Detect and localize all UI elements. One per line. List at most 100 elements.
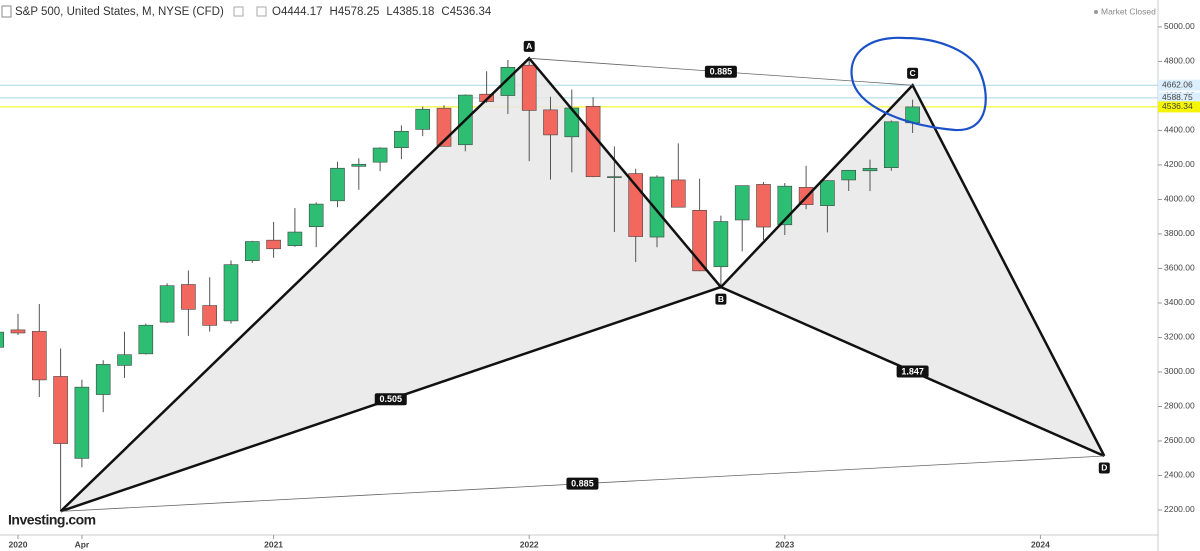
point-label-box xyxy=(715,293,727,305)
hand-drawn-circle xyxy=(850,36,987,132)
point-label: A xyxy=(526,41,532,51)
candle-body xyxy=(330,167,345,202)
candle-body xyxy=(95,364,111,395)
point-label-box xyxy=(523,40,535,52)
candle-body xyxy=(521,64,537,111)
candle-body xyxy=(308,203,324,227)
y-tick-label: 5000.00 xyxy=(1164,21,1195,31)
ohlc-value: 4385.18 xyxy=(393,6,435,18)
status-dot xyxy=(1094,10,1098,14)
candle-body xyxy=(883,121,899,168)
candle-body xyxy=(862,168,878,172)
y-tick-label: 3400.00 xyxy=(1164,297,1195,307)
candle-body xyxy=(266,239,281,250)
y-tick-label: 4200.00 xyxy=(1164,159,1195,169)
candle-body xyxy=(415,108,431,130)
ratio-label: 1.847 xyxy=(901,366,924,376)
candle-body xyxy=(181,284,196,310)
x-tick-label: 2022 xyxy=(520,539,539,549)
y-tick-label: 2800.00 xyxy=(1164,401,1195,411)
candle-body xyxy=(159,285,175,323)
ratio-label: 0.505 xyxy=(379,394,402,404)
x-tick-label: 2023 xyxy=(775,539,794,549)
y-tick-label: 2200.00 xyxy=(1164,504,1195,514)
ratio-box xyxy=(566,477,599,490)
ohlc-letter: C xyxy=(441,6,449,18)
candle-body xyxy=(628,173,644,237)
y-tick-label: 3200.00 xyxy=(1164,332,1195,342)
market-status: Market Closed xyxy=(1101,6,1156,16)
candle-body xyxy=(649,176,665,238)
last-price-tag xyxy=(1158,101,1200,113)
ohlc-value: 4578.25 xyxy=(338,6,380,18)
candle-body xyxy=(607,176,622,178)
point-label-box xyxy=(1098,462,1110,474)
candle-body xyxy=(543,109,558,136)
x-tick-label: 2024 xyxy=(1031,539,1050,549)
y-tick-label: 2600.00 xyxy=(1164,435,1195,445)
candle-body xyxy=(245,241,260,261)
candle-body xyxy=(351,163,367,167)
y-tick-label: 4000.00 xyxy=(1164,194,1195,204)
ratio-box xyxy=(704,65,737,78)
ratio-label: 0.885 xyxy=(571,479,594,489)
candle-body xyxy=(117,354,132,366)
ratio-box xyxy=(896,365,929,378)
ohlc-value: 4444.17 xyxy=(281,6,323,18)
point-label: D xyxy=(1101,463,1107,473)
candle-body xyxy=(734,185,750,221)
icon xyxy=(233,6,244,17)
y-tick-label: 3800.00 xyxy=(1164,228,1195,238)
candle-body xyxy=(820,180,835,206)
icon xyxy=(256,6,267,17)
plot-area: 0.885 0.505 1.847 0.885 A B C D xyxy=(0,40,1158,513)
point-label: B xyxy=(718,294,724,304)
point-label: C xyxy=(910,68,916,78)
candle-body xyxy=(670,179,686,208)
point-label-box xyxy=(907,67,919,79)
x-tick-label: 2020 xyxy=(9,539,28,549)
price-tag xyxy=(1158,79,1200,91)
price-tag-label: 4662.06 xyxy=(1162,79,1193,89)
price-tag xyxy=(1158,92,1200,104)
candle-body xyxy=(74,386,90,459)
candle-body xyxy=(10,329,26,334)
y-tick-label: 3600.00 xyxy=(1164,263,1195,273)
candle-body xyxy=(202,305,217,326)
candle-body xyxy=(287,231,303,246)
candle-body xyxy=(500,66,516,96)
ratio-box xyxy=(374,393,407,406)
pattern-fill xyxy=(720,85,1105,456)
x-tick-label: Apr xyxy=(75,539,90,549)
price-tag-label: 4588.75 xyxy=(1162,92,1193,102)
ohlc-letter: H xyxy=(330,6,338,18)
pattern-fill xyxy=(60,58,721,512)
candle-body xyxy=(0,331,4,348)
candle-body xyxy=(713,221,729,268)
y-tick-label: 4400.00 xyxy=(1164,125,1195,135)
y-tick-label: 2400.00 xyxy=(1164,470,1195,480)
logo: Investing.com xyxy=(8,512,96,528)
y-tick-label: 4800.00 xyxy=(1164,56,1195,66)
ohlc-readout: O 4444.17 H 4578.25 L 4385.18 C 4536.34 xyxy=(272,6,492,18)
ohlc-letter: L xyxy=(386,6,393,18)
candle-body xyxy=(372,147,388,163)
candle-body xyxy=(223,264,239,322)
x-tick-label: 2021 xyxy=(264,539,283,549)
candle-body xyxy=(53,376,68,444)
candle-body xyxy=(564,107,580,138)
y-tick-label: 3000.00 xyxy=(1164,366,1195,376)
candle-body xyxy=(31,331,47,381)
ohlc-value: 4536.34 xyxy=(450,6,492,18)
ohlc-letter: O xyxy=(272,6,281,18)
candle-body xyxy=(394,130,409,148)
last-price-label: 4536.34 xyxy=(1162,101,1193,111)
axes: 2200.00 2400.00 2600.00 2800.00 3000.00 3200.… xyxy=(9,21,1200,549)
chart-title: S&P 500, United States, M, NYSE (CFD) xyxy=(15,6,224,18)
candle-body xyxy=(138,324,154,355)
candle-body xyxy=(841,169,857,181)
candle-body xyxy=(756,184,771,228)
ratio-label: 0.885 xyxy=(710,67,733,77)
menu-icon xyxy=(1,5,12,18)
